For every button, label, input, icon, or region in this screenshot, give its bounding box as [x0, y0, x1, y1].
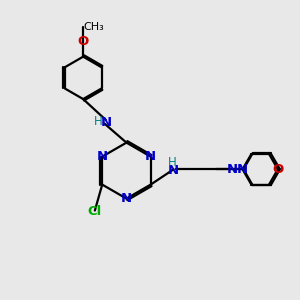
Text: N: N [121, 192, 132, 205]
Text: H: H [168, 156, 177, 169]
Text: N: N [97, 150, 108, 163]
Text: N: N [168, 164, 179, 177]
Text: H: H [94, 115, 102, 128]
Text: N: N [145, 150, 156, 163]
Text: CH₃: CH₃ [83, 22, 104, 32]
Text: O: O [272, 163, 284, 176]
Text: Cl: Cl [88, 206, 102, 218]
Text: N: N [101, 116, 112, 129]
Text: N: N [227, 163, 238, 176]
Text: O: O [77, 35, 89, 48]
Text: N: N [237, 163, 248, 176]
